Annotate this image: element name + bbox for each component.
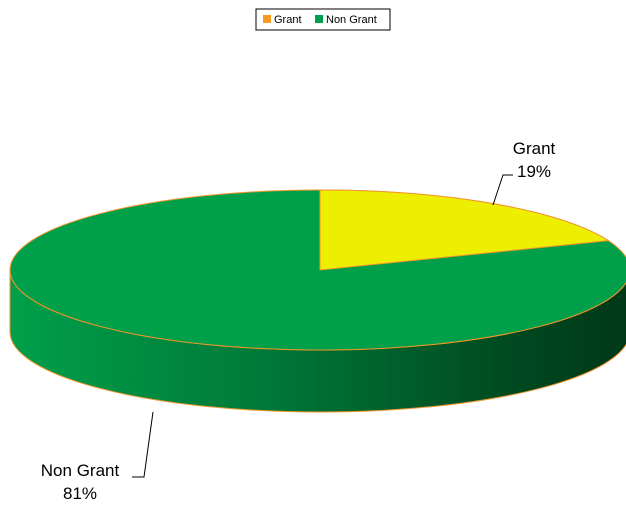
leader-line-non-grant — [132, 411, 154, 478]
legend-swatch-grant — [263, 15, 271, 23]
legend-label-grant: Grant — [274, 14, 302, 26]
slice-value-non-grant: 81% — [63, 484, 97, 503]
slice-value-grant: 19% — [517, 162, 551, 181]
legend-label-non-grant: Non Grant — [326, 14, 377, 26]
slice-label-grant: Grant — [513, 139, 556, 158]
legend: Grant Non Grant — [255, 8, 391, 31]
legend-swatch-non-grant — [315, 15, 323, 23]
pie-slice-grant — [319, 189, 610, 271]
pie-body — [9, 189, 626, 413]
leader-line-grant — [492, 174, 513, 206]
slice-label-non-grant: Non Grant — [41, 461, 120, 480]
